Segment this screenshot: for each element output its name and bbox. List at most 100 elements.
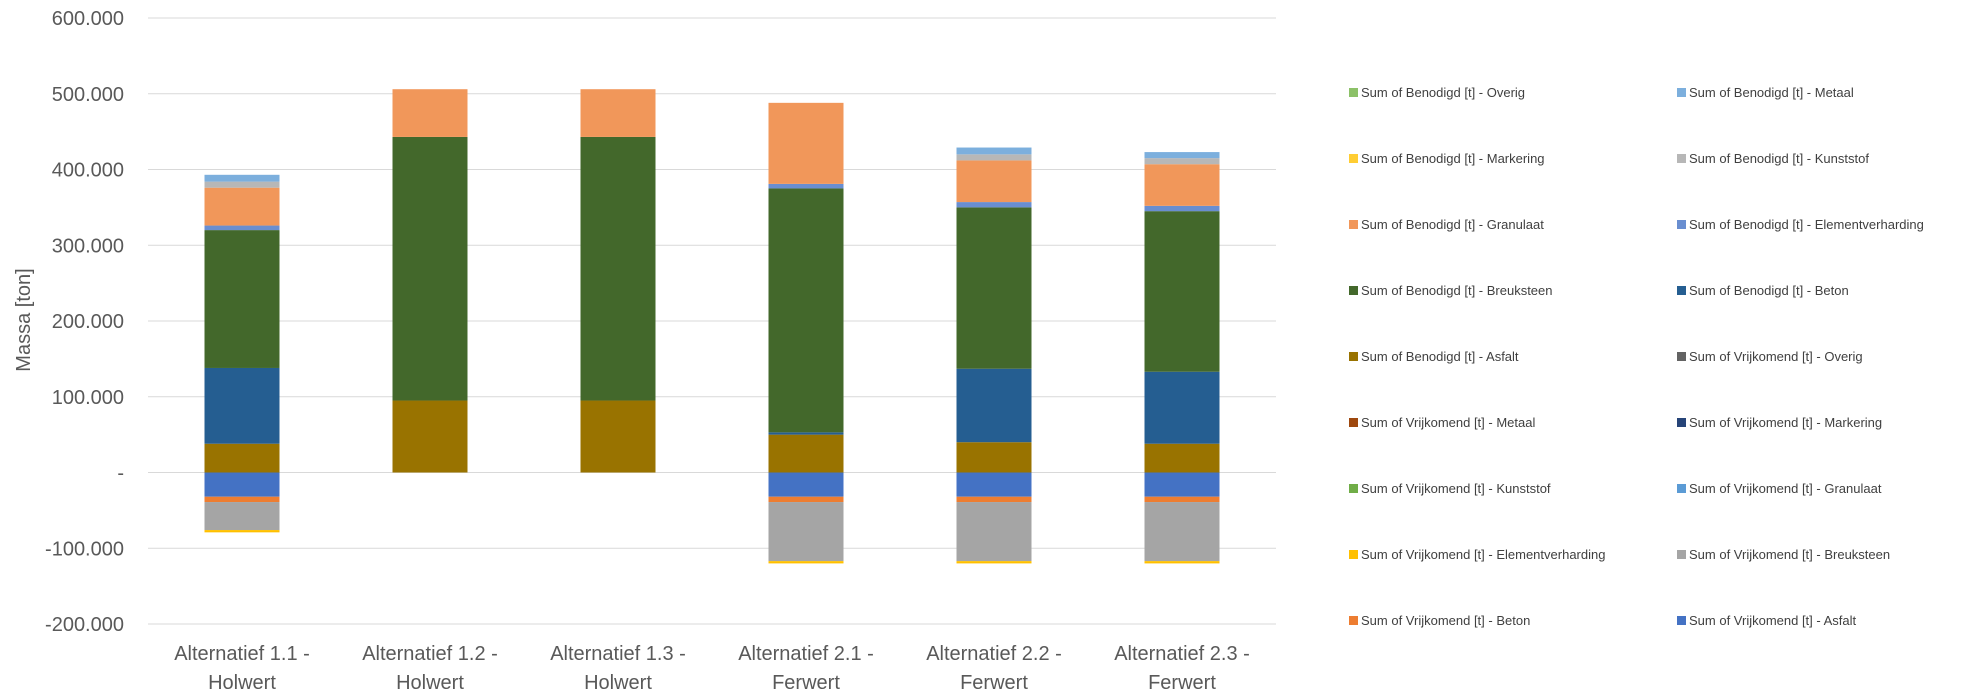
legend-swatch — [1349, 616, 1358, 625]
legend-label: Sum of Benodigd [t] - Granulaat — [1361, 217, 1544, 232]
legend-swatch — [1349, 418, 1358, 427]
bar-segment — [768, 561, 844, 564]
bar-segment — [956, 160, 1032, 203]
y-tick-label: 100.000 — [52, 387, 124, 409]
legend-swatch — [1677, 484, 1686, 493]
legend-label: Sum of Vrijkomend [t] - Markering — [1689, 415, 1882, 430]
bar-segment — [956, 472, 1032, 497]
legend-swatch — [1677, 550, 1686, 559]
x-category-label: Alternatief 2.2 - — [926, 643, 1062, 665]
y-tick-label: 300.000 — [52, 235, 124, 257]
bar-segment — [768, 102, 844, 184]
legend-swatch — [1677, 418, 1686, 427]
legend-label: Sum of Vrijkomend [t] - Metaal — [1361, 415, 1535, 430]
bar-segment — [204, 472, 280, 497]
y-tick-label: -100.000 — [45, 538, 124, 560]
y-tick-label: 500.000 — [52, 84, 124, 106]
legend-swatch — [1349, 352, 1358, 361]
legend-swatch — [1677, 352, 1686, 361]
bar-segment — [768, 502, 844, 562]
x-category-label: Alternatief 1.3 - — [550, 643, 686, 665]
x-category-label: Holwert — [584, 672, 652, 694]
x-category-label: Ferwert — [960, 672, 1028, 694]
bar-segment — [768, 188, 844, 433]
bar-segment — [204, 225, 280, 231]
bar-segment — [1144, 205, 1220, 212]
legend-swatch — [1677, 88, 1686, 97]
legend-swatch — [1349, 154, 1358, 163]
bar-segment — [768, 432, 844, 435]
bar-segment — [1144, 158, 1220, 165]
bar-segment — [956, 368, 1032, 443]
legend-label: Sum of Vrijkomend [t] - Beton — [1361, 613, 1530, 628]
x-category-label: Alternatief 2.1 - — [738, 643, 874, 665]
gridlines — [148, 17, 1276, 625]
bar-segment — [204, 174, 280, 182]
bar-segment — [956, 496, 1032, 503]
legend-swatch — [1677, 220, 1686, 229]
bar-segment — [204, 496, 280, 503]
x-category-label: Holwert — [396, 672, 464, 694]
x-category-label: Holwert — [208, 672, 276, 694]
x-category-label: Ferwert — [772, 672, 840, 694]
legend-label: Sum of Benodigd [t] - Overig — [1361, 85, 1525, 100]
legend-label: Sum of Benodigd [t] - Metaal — [1689, 85, 1854, 100]
bar-segment — [392, 89, 468, 137]
bar-segment — [580, 89, 656, 137]
legend-label: Sum of Vrijkomend [t] - Kunststof — [1361, 481, 1551, 496]
bar-segment — [1144, 496, 1220, 503]
bar-segment — [768, 434, 844, 473]
bar-segment — [204, 367, 280, 444]
bar-segment — [1144, 152, 1220, 159]
y-tick-label: - — [117, 463, 124, 485]
bar-segment — [768, 496, 844, 503]
bar-segment — [1144, 561, 1220, 564]
y-axis-ticks: -200.000-100.000-100.000200.000300.00040… — [45, 8, 124, 636]
legend: Sum of Benodigd [t] - Overig Sum of Benod… — [1349, 85, 1924, 628]
bar-segment — [580, 136, 656, 401]
x-axis-categories: Alternatief 1.1 - Holwert Alternatief 1.2 … — [174, 643, 1250, 694]
legend-swatch — [1349, 88, 1358, 97]
legend-label: Sum of Vrijkomend [t] - Elementverhardin… — [1361, 547, 1605, 562]
bar-segment — [956, 561, 1032, 564]
legend-label: Sum of Benodigd [t] - Beton — [1689, 283, 1849, 298]
legend-label: Sum of Vrijkomend [t] - Breuksteen — [1689, 547, 1890, 562]
legend-swatch — [1349, 286, 1358, 295]
bar-segment — [204, 443, 280, 473]
y-tick-label: 200.000 — [52, 311, 124, 333]
legend-swatch — [1677, 616, 1686, 625]
legend-label: Sum of Vrijkomend [t] - Granulaat — [1689, 481, 1882, 496]
bar-segment — [1144, 371, 1220, 444]
legend-label: Sum of Vrijkomend [t] - Asfalt — [1689, 613, 1857, 628]
bar-segment — [1144, 472, 1220, 497]
bar-segment — [956, 202, 1032, 208]
bar-segment — [768, 183, 844, 189]
bar-segment — [204, 530, 280, 533]
x-category-label: Ferwert — [1148, 672, 1216, 694]
bar-segment — [1144, 443, 1220, 473]
bar-segment — [204, 502, 280, 531]
bar-segment — [956, 207, 1032, 369]
legend-swatch — [1677, 154, 1686, 163]
y-tick-label: 400.000 — [52, 160, 124, 182]
x-category-label: Alternatief 1.2 - — [362, 643, 498, 665]
bar-segment — [392, 400, 468, 473]
legend-swatch — [1677, 286, 1686, 295]
bar-segment — [1144, 211, 1220, 372]
y-tick-label: -200.000 — [45, 614, 124, 636]
bar-segment — [204, 181, 280, 188]
bar-segment — [204, 187, 280, 226]
legend-swatch — [1349, 484, 1358, 493]
x-category-label: Alternatief 2.3 - — [1114, 643, 1250, 665]
legend-swatch — [1349, 220, 1358, 229]
legend-label: Sum of Benodigd [t] - Asfalt — [1361, 349, 1519, 364]
legend-label: Sum of Vrijkomend [t] - Overig — [1689, 349, 1863, 364]
legend-label: Sum of Benodigd [t] - Markering — [1361, 151, 1545, 166]
bar-segment — [1144, 502, 1220, 562]
bar-segment — [956, 147, 1032, 155]
legend-label: Sum of Benodigd [t] - Elementverharding — [1689, 217, 1924, 232]
legend-swatch — [1349, 550, 1358, 559]
legend-label: Sum of Benodigd [t] - Kunststof — [1689, 151, 1869, 166]
